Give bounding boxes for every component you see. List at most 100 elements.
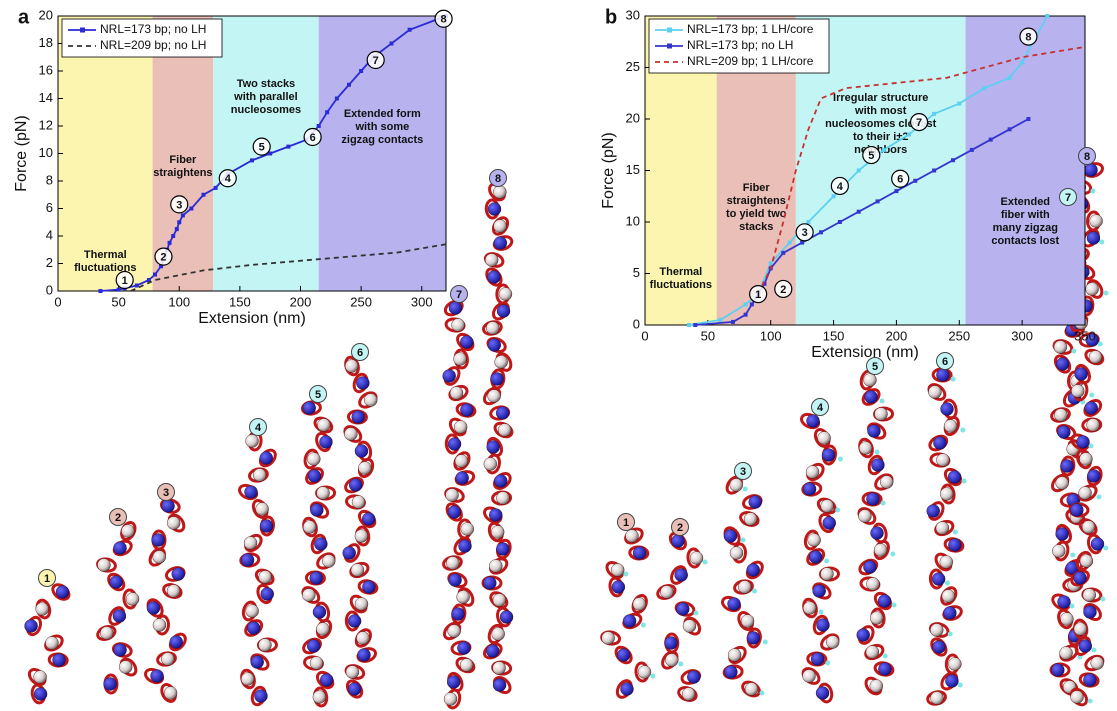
linker-histone <box>623 571 629 577</box>
nucleosome-chain <box>442 299 477 710</box>
linker-histone <box>742 486 748 492</box>
data-point <box>325 110 330 115</box>
nucleosome <box>103 677 117 691</box>
x-tick-label: 150 <box>229 294 251 309</box>
data-point <box>167 240 172 245</box>
nucleosome <box>302 588 316 602</box>
data-point <box>932 168 937 173</box>
nucleosome <box>863 373 877 387</box>
nucleosome <box>871 458 885 472</box>
nucleosome <box>1051 663 1065 677</box>
region <box>965 16 1085 325</box>
nucleosome <box>250 655 264 669</box>
nucleosome <box>449 386 464 400</box>
nucleosome <box>490 372 504 386</box>
nucleosome <box>632 597 647 611</box>
nucleosome <box>943 419 958 433</box>
y-tick-label: 10 <box>39 145 53 160</box>
structure-badge <box>351 343 369 361</box>
linker-histone <box>1097 341 1103 347</box>
region-label: nucleosomes <box>231 104 301 116</box>
y-tick-label: 14 <box>39 90 53 105</box>
linker-histone <box>824 558 830 564</box>
nucleosome <box>484 253 499 267</box>
nucleosome <box>243 536 258 550</box>
nucleosome <box>681 687 696 701</box>
y-tick-label: 4 <box>46 227 53 242</box>
nucleosome <box>240 672 255 686</box>
linker-histone <box>1070 552 1076 558</box>
nucleosome <box>354 444 369 458</box>
state-marker <box>218 169 237 188</box>
nucleosome <box>671 534 685 548</box>
nucleosome <box>492 593 507 607</box>
nucleosome <box>456 590 470 604</box>
y-axis-label: Force (pN) <box>13 115 30 191</box>
linker-histone <box>1087 698 1093 704</box>
nucleosome <box>865 645 880 659</box>
nucleosome <box>309 571 323 585</box>
nucleosome <box>1060 459 1074 473</box>
region-label: Extended form <box>344 108 421 120</box>
series-line <box>757 46 1086 295</box>
linker-histone <box>759 690 765 696</box>
y-tick-label: 0 <box>46 282 53 297</box>
structure-badge <box>936 352 954 370</box>
nucleosome <box>1083 673 1097 687</box>
linker-histone <box>891 602 897 608</box>
nucleosome <box>24 619 38 633</box>
x-tick-label: 100 <box>760 328 782 343</box>
nucleosome <box>52 653 66 667</box>
nucleosome <box>1052 544 1066 558</box>
data-point <box>177 220 182 225</box>
nucleosome <box>447 437 462 451</box>
nucleosome <box>1083 605 1097 619</box>
nucleosome <box>1059 646 1073 660</box>
nucleosome <box>483 576 497 590</box>
state-label: 5 <box>259 142 265 154</box>
data-point <box>718 317 723 322</box>
nucleosome <box>1070 690 1084 704</box>
region-label: with parallel <box>233 91 298 103</box>
nucleosome <box>33 670 47 684</box>
nucleosome <box>822 516 836 530</box>
nucleosome <box>810 652 825 666</box>
legend-marker <box>667 27 672 33</box>
structure-label: 2 <box>115 512 121 524</box>
nucleosome <box>689 551 704 565</box>
data-point <box>189 206 194 211</box>
region-label: Fiber <box>743 182 771 194</box>
state-label: 7 <box>916 117 922 129</box>
linker-histone <box>952 529 958 535</box>
region-label: to yield two <box>726 208 787 220</box>
structure-label: 8 <box>495 173 501 185</box>
structure-label: 4 <box>817 402 824 414</box>
y-tick-label: 15 <box>626 162 640 177</box>
y-tick-label: 20 <box>39 7 53 22</box>
nucleosome <box>320 673 334 687</box>
nucleosome <box>55 585 70 599</box>
data-point <box>787 240 792 245</box>
nucleosome <box>316 622 330 636</box>
nucleosome <box>166 584 181 598</box>
data-point <box>316 124 321 128</box>
region-label: Thermal <box>84 249 127 261</box>
y-tick-label: 0 <box>633 316 640 331</box>
data-point <box>153 272 157 277</box>
nucleosome <box>445 488 459 502</box>
nucleosome <box>254 689 268 703</box>
nucleosome <box>941 589 956 603</box>
nucleosome <box>746 563 760 577</box>
nucleosome <box>611 580 626 594</box>
linker-histone <box>1089 392 1095 398</box>
nucleosome <box>936 453 950 467</box>
data-point <box>171 234 176 238</box>
x-tick-label: 100 <box>168 294 190 309</box>
data-point <box>1045 14 1050 18</box>
region-label: fiber with <box>1001 209 1050 221</box>
nucleosome <box>622 614 637 628</box>
nucleosome <box>825 635 840 649</box>
state-marker <box>115 270 134 290</box>
nucleosome <box>446 675 461 689</box>
